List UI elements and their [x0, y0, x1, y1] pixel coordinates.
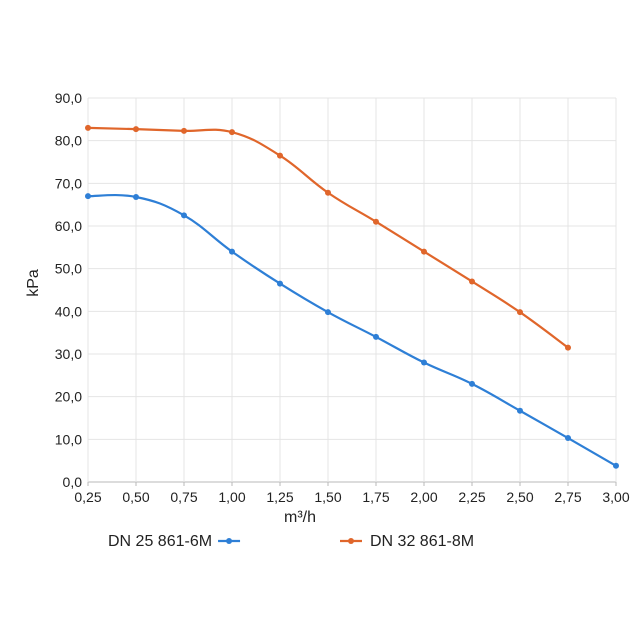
legend-label: DN 32 861-8M	[370, 533, 474, 550]
legend-item-1: DN 25 861-6M	[108, 533, 241, 550]
x-tick-label: 2,50	[506, 489, 533, 505]
y-tick-label: 90,0	[55, 90, 82, 106]
y-tick-label: 0,0	[63, 474, 83, 490]
legend: DN 25 861-6M DN 32 861-8M	[108, 533, 474, 550]
data-point	[181, 127, 187, 134]
series-2	[85, 124, 571, 351]
data-point	[85, 124, 91, 131]
data-point	[373, 333, 379, 340]
data-point	[277, 152, 283, 159]
y-tick-label: 80,0	[55, 133, 82, 149]
x-tick-label: 3,00	[602, 489, 629, 505]
series-1	[85, 193, 619, 469]
data-point	[133, 126, 139, 133]
legend-label: DN 25 861-6M	[108, 533, 212, 550]
data-point	[373, 218, 379, 225]
data-point	[181, 212, 187, 219]
data-point	[421, 359, 427, 366]
y-tick-label: 40,0	[55, 303, 82, 319]
legend-item-2: DN 32 861-8M	[340, 533, 474, 550]
data-point	[565, 435, 571, 442]
x-tick-label: 0,75	[170, 489, 197, 505]
y-tick-label: 60,0	[55, 218, 82, 234]
x-tick-label: 2,75	[554, 489, 581, 505]
data-point	[565, 344, 571, 351]
x-tick-label: 1,50	[314, 489, 341, 505]
data-point	[229, 248, 235, 255]
data-point	[517, 407, 523, 414]
data-point	[613, 462, 619, 469]
grid	[87, 97, 617, 486]
x-tick-label: 1,00	[218, 489, 245, 505]
data-point	[517, 309, 523, 316]
x-tick-label: 0,50	[122, 489, 149, 505]
data-point	[85, 193, 91, 200]
y-tick-label: 70,0	[55, 175, 82, 191]
data-point	[277, 280, 283, 287]
y-axis-label: kPa	[25, 269, 42, 297]
series-layer	[85, 124, 619, 469]
y-tick-label: 10,0	[55, 431, 82, 447]
data-point	[469, 380, 475, 387]
x-tick-label: 2,00	[410, 489, 437, 505]
legend-marker	[226, 538, 233, 544]
y-tick-label: 20,0	[55, 389, 82, 405]
x-axis-ticks: 0,25 0,50 0,75 1,00 1,25 1,50 1,75 2,00 2,25 2,50…	[74, 489, 629, 505]
x-tick-label: 2,25	[458, 489, 485, 505]
data-point	[133, 193, 139, 200]
data-point	[325, 309, 331, 316]
data-point	[421, 248, 427, 255]
y-tick-label: 50,0	[55, 261, 82, 277]
series-line	[87, 193, 617, 467]
x-axis-label: m³/h	[284, 509, 316, 526]
legend-marker	[348, 538, 354, 544]
x-tick-label: 1,75	[362, 489, 389, 505]
y-axis-ticks: 0,0 10,0 20,0 30,0 40,0 50,0 60,0 70,0 80,0 90,0	[55, 90, 82, 490]
data-point	[229, 129, 235, 136]
data-point	[469, 278, 475, 285]
x-tick-label: 0,25	[74, 489, 101, 505]
x-tick-label: 1,25	[266, 489, 293, 505]
y-tick-label: 30,0	[55, 346, 82, 362]
data-point	[325, 189, 331, 196]
